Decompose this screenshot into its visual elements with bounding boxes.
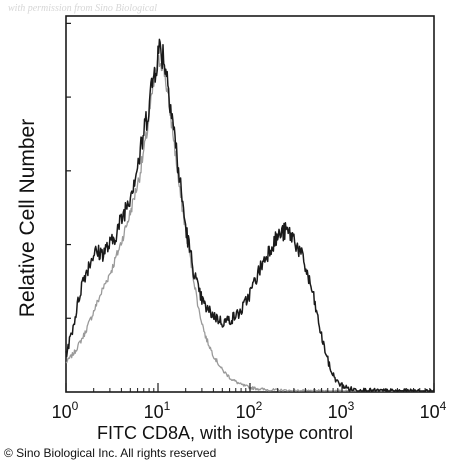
x-tick-label: 100 (52, 399, 79, 422)
y-axis-label: Relative Cell Number (16, 118, 39, 318)
watermark: with permission from Sino Biological (8, 3, 158, 14)
x-tick-label: 101 (144, 399, 171, 422)
x-tick-label: 102 (236, 399, 263, 422)
x-tick-label: 103 (328, 399, 355, 422)
copyright-notice: © Sino Biological Inc. All rights reserv… (4, 446, 217, 460)
cd8a-histogram-line (65, 38, 435, 392)
x-axis-label: FITC CD8A, with isotype control (96, 423, 354, 443)
x-tick-label: 104 (420, 399, 447, 422)
plot-frame (65, 15, 435, 393)
